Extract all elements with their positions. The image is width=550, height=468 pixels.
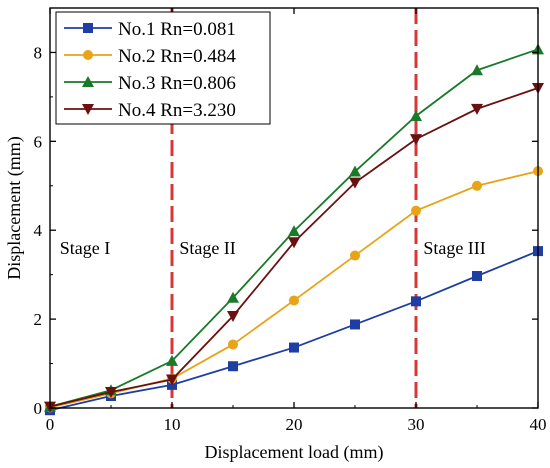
series-4-point-2 — [105, 387, 117, 398]
legend-entry-1: No.1 Rn=0.081 — [118, 19, 236, 40]
legend-swatch-marker-2 — [83, 50, 93, 60]
series-1-point-4 — [228, 361, 238, 372]
annotations: Stage I Stage II Stage III — [60, 238, 486, 258]
legend-entry-2: No.2 Rn=0.484 — [118, 46, 236, 67]
y-tick-label: 8 — [34, 43, 43, 62]
legend-entry-4: No.4 Rn=3.230 — [118, 100, 236, 121]
stage-label-1: Stage I — [60, 238, 110, 258]
legend-swatch-marker-4 — [82, 104, 94, 115]
series-4-point-4 — [227, 311, 239, 322]
series-2-point-5 — [289, 295, 299, 306]
stage-label-3: Stage III — [423, 238, 485, 258]
series-2-point-7 — [411, 205, 421, 216]
series-3-point-4 — [227, 291, 239, 303]
series-4-point-6 — [349, 177, 361, 189]
stage-label-2: Stage II — [179, 238, 235, 258]
x-tick-label: 30 — [408, 415, 425, 434]
x-axis-title: Displacement load (mm) — [205, 442, 384, 463]
series-2-point-6 — [350, 250, 360, 261]
series-1-point-8 — [472, 271, 482, 281]
series-3-point-7 — [410, 110, 422, 121]
series-2-point-8 — [472, 180, 482, 191]
series-3-point-3 — [166, 354, 178, 366]
y-tick-label: 2 — [34, 310, 43, 329]
series-1-point-5 — [289, 342, 299, 353]
series-3-point-5 — [288, 225, 300, 237]
legend-entry-3: No.3 Rn=0.806 — [118, 73, 236, 94]
series-4-point-3 — [166, 374, 178, 386]
series-2-point-4 — [228, 339, 238, 350]
series-layer — [44, 43, 544, 416]
series-3-point-8 — [471, 64, 483, 76]
y-axis-title: Displacement (mm) — [4, 136, 25, 279]
y-tick-label: 0 — [34, 399, 43, 418]
x-tick-label: 10 — [164, 415, 181, 434]
x-tick-label: 20 — [286, 415, 303, 434]
series-1-point-7 — [411, 296, 421, 307]
series-4-point-5 — [288, 237, 300, 249]
series-line-2 — [49, 170, 539, 409]
y-tick-label: 4 — [34, 221, 43, 240]
y-tick-label: 6 — [34, 132, 43, 151]
legend: No.1 Rn=0.081 No.2 Rn=0.484 No.3 Rn=0.806 N… — [55, 11, 271, 125]
series-4-point-7 — [410, 134, 422, 146]
series-4-point-8 — [471, 103, 483, 115]
series-line-1 — [49, 250, 539, 412]
series-3-point-6 — [349, 165, 361, 177]
legend-swatch-marker-1 — [83, 23, 93, 33]
x-tick-label: 40 — [530, 415, 547, 434]
series-1-point-6 — [350, 319, 360, 330]
legend-swatch-marker-3 — [82, 76, 94, 87]
axis-ticks: 0 10 20 30 40 0 2 4 6 8 — [34, 8, 547, 434]
x-tick-label: 0 — [46, 415, 55, 434]
